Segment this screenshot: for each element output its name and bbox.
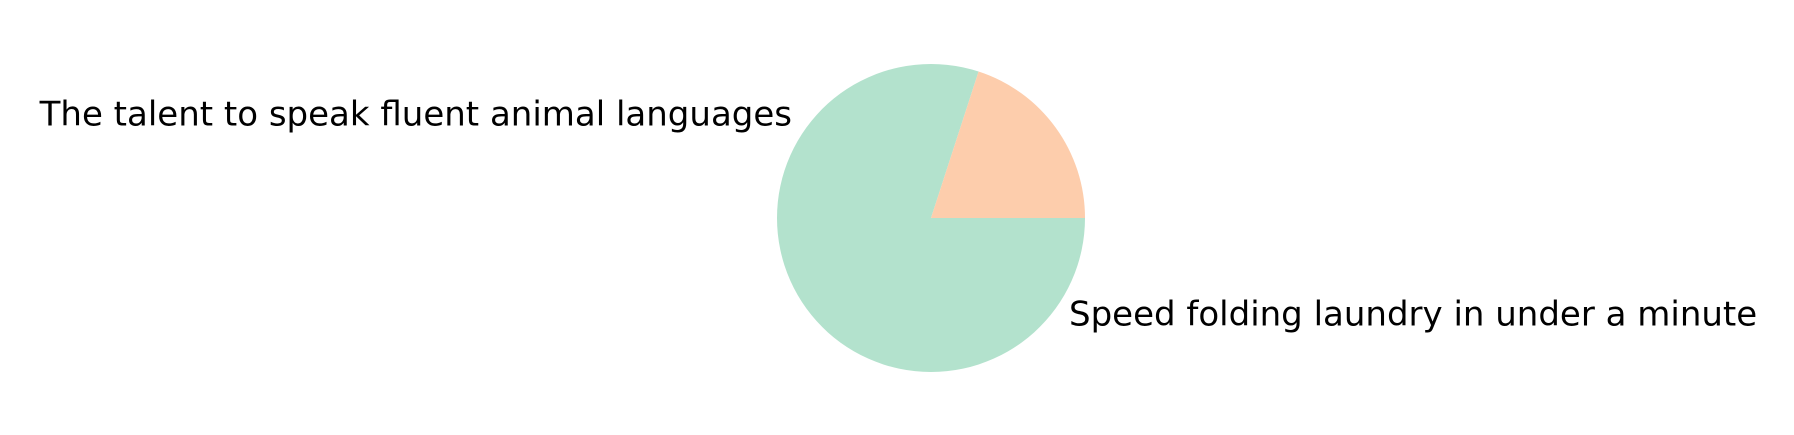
pie-slices [777,64,1085,373]
slice-label-animal-languages: The talent to speak fluent animal langua… [39,95,792,135]
slice-label-laundry-folding: Speed folding laundry in under a minute [1069,295,1757,335]
pie-slice-laundry-folding [931,71,1085,219]
